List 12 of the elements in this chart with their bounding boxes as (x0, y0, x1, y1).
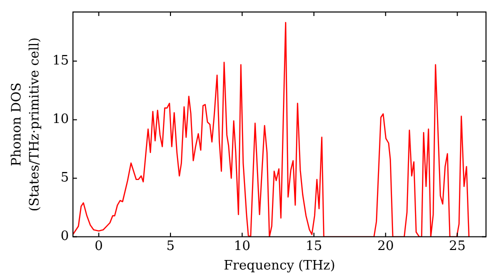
y-axis-title: Phonon DOS (States/THz·primitive cell) (9, 37, 43, 212)
y-tick-label: 10 (52, 112, 69, 128)
y-tick-label: 0 (60, 229, 69, 244)
x-tick-label: 10 (234, 238, 250, 254)
y-tick-label: 15 (52, 54, 69, 69)
x-tick-label: 20 (377, 238, 394, 254)
y-tick-label: 5 (60, 170, 69, 186)
x-tick-label: 15 (306, 238, 322, 254)
x-tick-label: 0 (94, 238, 103, 254)
x-tick-label: 25 (449, 238, 466, 254)
x-tick-label: 5 (166, 238, 175, 254)
x-axis-title: Frequency (THz) (224, 258, 336, 274)
